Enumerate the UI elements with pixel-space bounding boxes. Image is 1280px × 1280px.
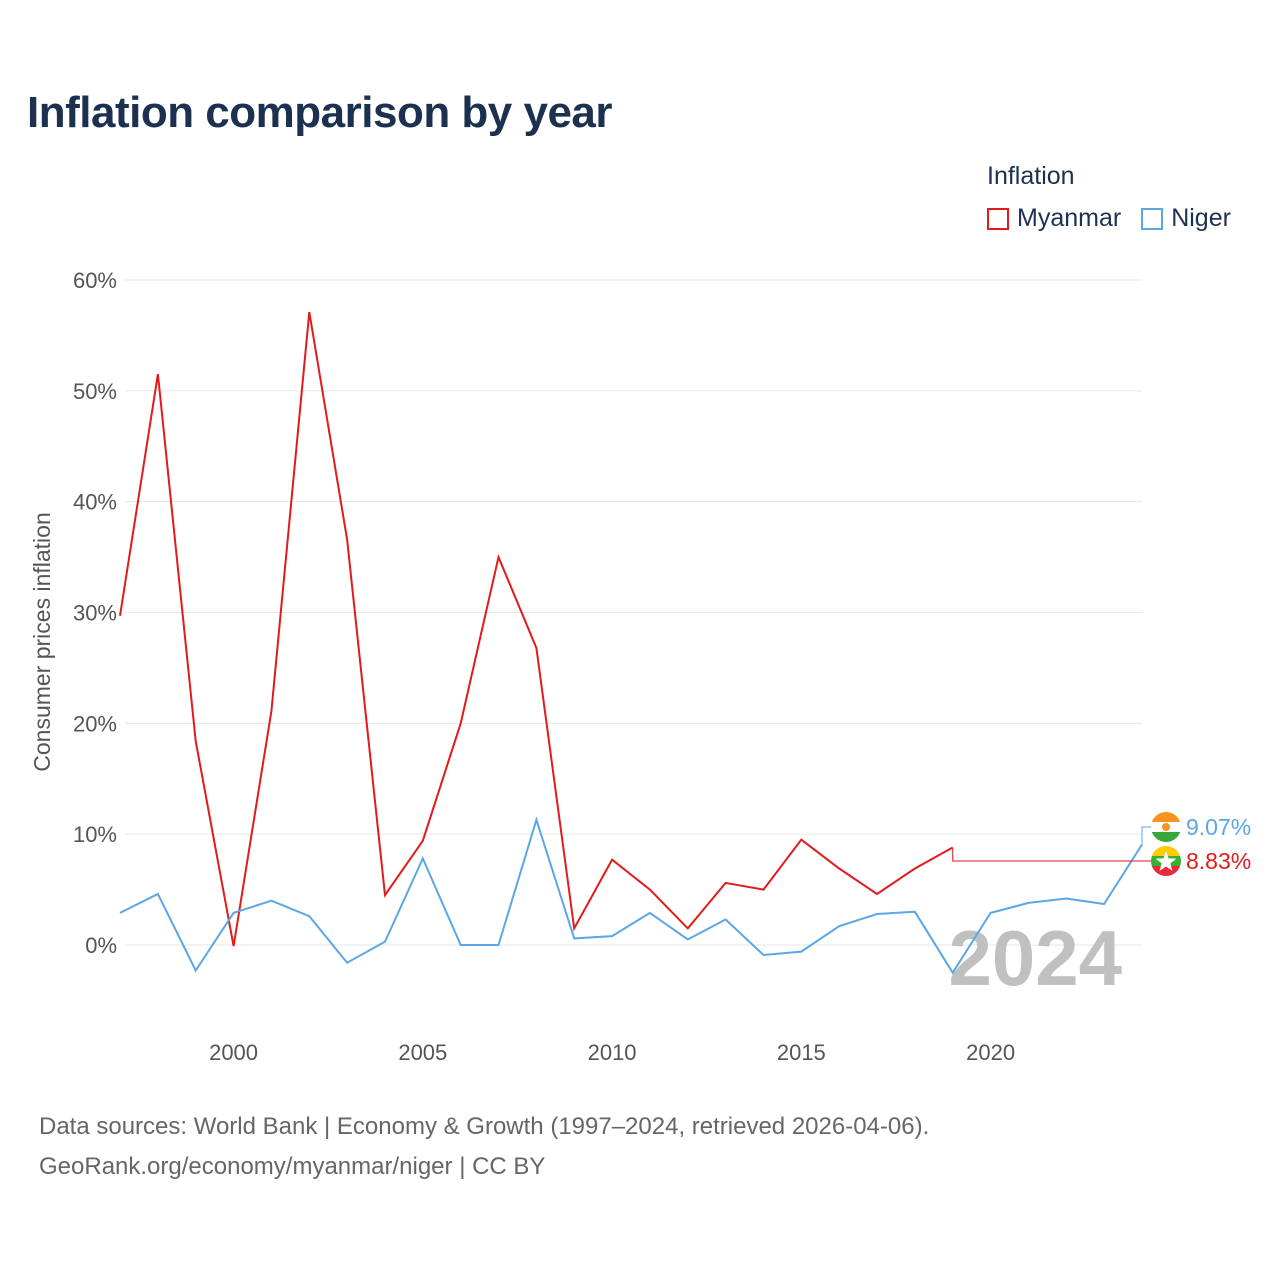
niger-flag <box>1151 812 1181 842</box>
y-axis-label: Consumer prices inflation <box>29 512 55 772</box>
legend-label-niger: Niger <box>1171 204 1231 232</box>
y-tick-label: 30% <box>73 601 117 626</box>
end-label-niger: 9.07% <box>1186 814 1251 840</box>
legend-label-myanmar: Myanmar <box>1017 204 1122 232</box>
legend-item-niger[interactable]: Niger <box>1141 204 1231 233</box>
y-tick-label: 0% <box>85 933 117 958</box>
series-line-myanmar[interactable] <box>119 311 954 947</box>
x-tick-label: 2005 <box>398 1040 447 1065</box>
chart-title: Inflation comparison by year <box>27 88 613 137</box>
legend-swatch-niger <box>1141 207 1164 230</box>
source-note: Data sources: World Bank | Economy & Gro… <box>39 1107 929 1187</box>
y-tick-label: 40% <box>73 490 117 515</box>
end-connector-niger <box>1141 826 1152 845</box>
x-tick-label: 2000 <box>209 1040 258 1065</box>
x-tick-label: 2015 <box>777 1040 826 1065</box>
legend: Myanmar Niger <box>987 204 1251 233</box>
x-tick-label: 2020 <box>966 1040 1015 1065</box>
series-line-niger[interactable] <box>119 816 1143 975</box>
x-axis-ticks: 2000 2005 2010 2015 2020 <box>209 1040 1015 1065</box>
y-tick-label: 60% <box>73 268 117 293</box>
x-tick-label: 2010 <box>588 1040 637 1065</box>
y-axis-ticks: 0% 10% 20% 30% 40% 50% 60% <box>73 268 117 958</box>
end-label-myanmar: 8.83% <box>1186 848 1251 874</box>
line-chart: 0% 10% 20% 30% 40% 50% 60% 2000 2005 2010 2015 202… <box>29 268 1251 1065</box>
y-tick-label: 10% <box>73 822 117 847</box>
legend-title: Inflation <box>987 162 1075 190</box>
myanmar-flag <box>1151 846 1181 876</box>
y-tick-label: 20% <box>73 711 117 736</box>
y-tick-label: 50% <box>73 379 117 404</box>
legend-item-myanmar[interactable]: Myanmar <box>987 204 1121 233</box>
legend-swatch-myanmar <box>987 207 1009 230</box>
source-line-1: Data sources: World Bank | Economy & Gro… <box>39 1113 930 1140</box>
series-lines <box>119 311 1143 975</box>
gridlines <box>125 279 1142 946</box>
end-labels: 8.83% 9.07% <box>952 812 1251 876</box>
end-connector-myanmar <box>952 847 1152 862</box>
source-line-2[interactable]: GeoRank.org/economy/myanmar/niger | CC B… <box>39 1153 546 1180</box>
year-marker: 2024 <box>948 914 1122 1002</box>
